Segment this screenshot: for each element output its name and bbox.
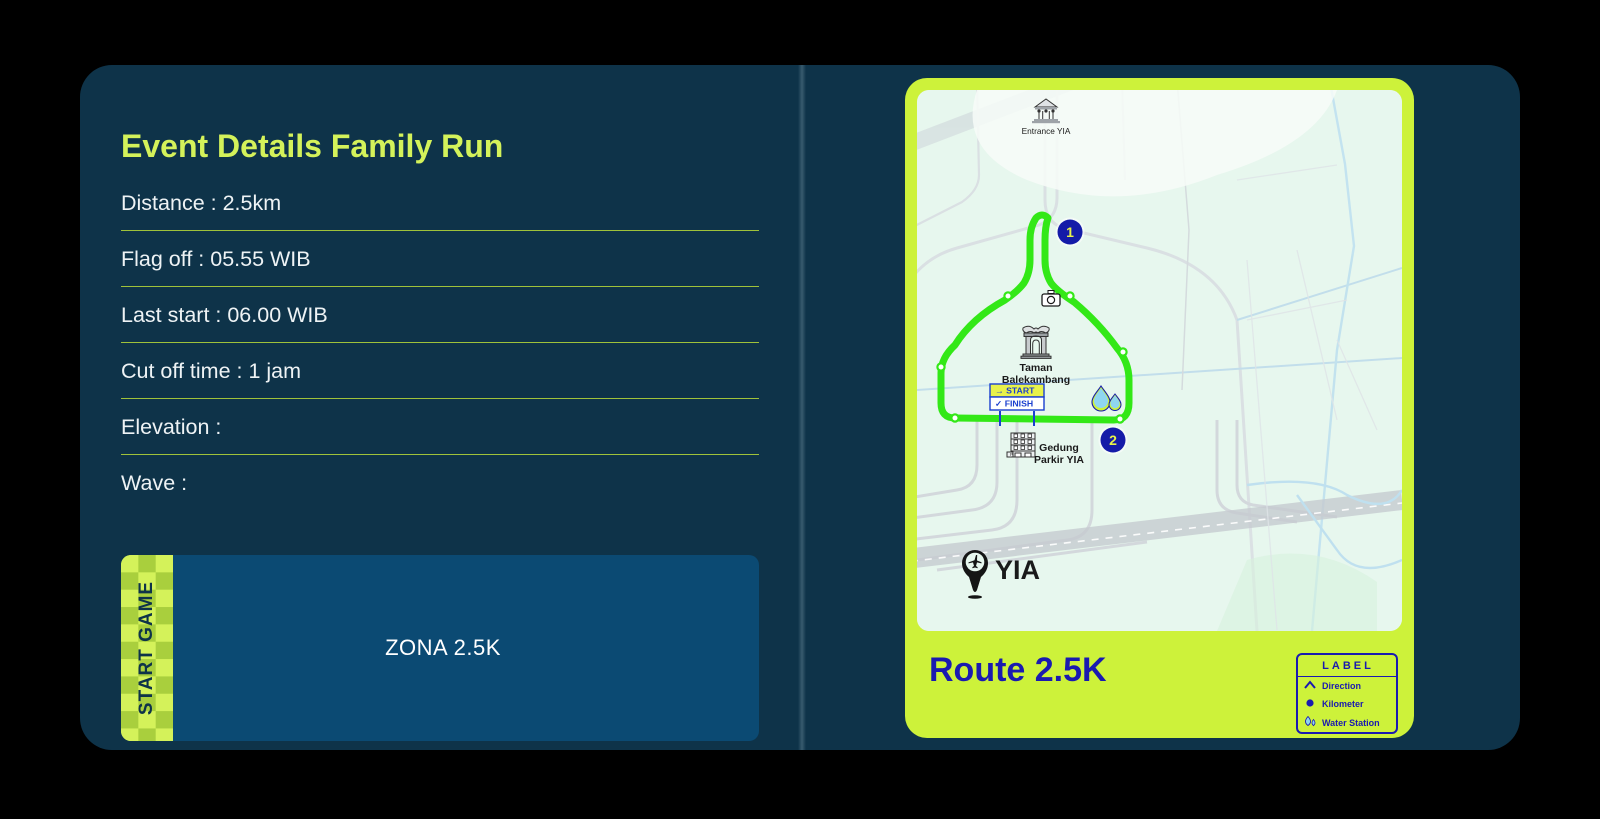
svg-text:2: 2 [1109,432,1117,448]
svg-text:→ START: → START [995,386,1035,396]
svg-text:Taman: Taman [1019,362,1052,374]
svg-text:Parkir YIA: Parkir YIA [1034,454,1084,466]
svg-text:YIA: YIA [995,555,1040,585]
svg-text:✓ FINISH: ✓ FINISH [995,399,1033,409]
svg-text:P: P [1010,452,1013,457]
svg-text:1: 1 [1066,224,1074,240]
svg-text:Entrance YIA: Entrance YIA [1022,126,1071,136]
svg-text:Gedung: Gedung [1039,442,1079,454]
